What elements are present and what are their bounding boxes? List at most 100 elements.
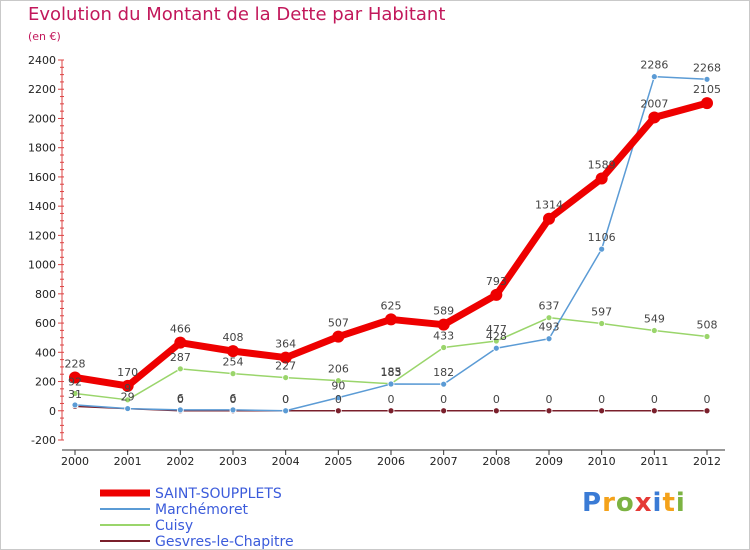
- logo-letter: x: [634, 488, 653, 518]
- data-label: 0: [282, 393, 289, 406]
- data-point: [176, 365, 184, 373]
- data-label: 227: [275, 360, 296, 373]
- data-label: 428: [486, 330, 507, 343]
- data-label: 793: [486, 275, 507, 288]
- x-tick-label: 2009: [535, 455, 563, 468]
- data-point: [69, 371, 81, 384]
- y-tick-label: 2000: [28, 112, 56, 125]
- data-point: [598, 407, 606, 415]
- data-point: [71, 390, 79, 397]
- logo-letter: o: [615, 488, 635, 518]
- data-point: [650, 407, 658, 415]
- x-tick-label: 2012: [693, 455, 721, 468]
- x-tick-label: 2008: [482, 455, 510, 468]
- data-point: [332, 330, 345, 343]
- data-label: 254: [223, 356, 244, 369]
- y-tick-label: 2200: [28, 83, 56, 96]
- data-point: [334, 407, 342, 415]
- data-point: [492, 407, 500, 415]
- x-tick-label: 2010: [588, 455, 616, 468]
- data-label: 170: [117, 366, 138, 379]
- data-point: [437, 318, 450, 331]
- data-label: 597: [591, 306, 612, 319]
- data-label: 0: [230, 393, 237, 406]
- data-label: 625: [381, 299, 402, 312]
- legend-label: Cuisy: [155, 518, 193, 534]
- data-label: 0: [388, 393, 395, 406]
- data-point: [387, 407, 395, 415]
- data-label: 0: [546, 393, 553, 406]
- data-point: [121, 379, 134, 392]
- data-label: 9: [124, 382, 131, 395]
- y-tick-label: 400: [35, 346, 56, 359]
- data-label: 183: [381, 366, 402, 379]
- data-label: 508: [697, 319, 718, 332]
- data-label: 493: [539, 321, 560, 334]
- data-point: [650, 73, 658, 81]
- data-label: 0: [493, 393, 500, 406]
- data-label: 507: [328, 317, 349, 330]
- logo-letter: t: [662, 488, 676, 518]
- data-label: 0: [177, 393, 184, 406]
- data-label: 182: [433, 366, 454, 379]
- series-layer: [69, 73, 713, 415]
- data-label: 1314: [535, 199, 563, 212]
- y-tick-label: 0: [49, 405, 56, 418]
- y-tick-label: -200: [31, 434, 56, 447]
- data-point: [492, 337, 500, 345]
- data-point: [387, 380, 395, 388]
- data-label: 477: [486, 323, 507, 336]
- data-point: [385, 313, 397, 326]
- axes: -200020040060080010001200140016001800200…: [28, 54, 725, 468]
- x-tick-label: 2005: [324, 455, 352, 468]
- data-point: [648, 111, 661, 124]
- data-label: 0: [704, 393, 711, 406]
- data-point: [334, 377, 342, 385]
- x-tick-label: 2011: [640, 455, 668, 468]
- legend: SAINT-SOUPPLETSMarchémoretCuisyGesvres-l…: [100, 486, 294, 550]
- chart-title: Evolution du Montant de la Dette par Hab…: [28, 4, 446, 25]
- data-point: [279, 351, 292, 364]
- data-label: 287: [170, 351, 191, 364]
- data-point: [545, 335, 553, 343]
- data-label: 364: [275, 338, 296, 351]
- data-label: 1589: [588, 159, 616, 172]
- y-tick-label: 1000: [28, 259, 56, 272]
- data-point: [543, 212, 555, 225]
- data-label: 0: [651, 393, 658, 406]
- data-label: 408: [223, 331, 244, 344]
- data-point: [174, 336, 187, 349]
- data-label: 31: [68, 388, 82, 401]
- logo-letter: i: [675, 488, 686, 518]
- logo-letter: P: [582, 488, 603, 518]
- x-tick-label: 2006: [377, 455, 405, 468]
- data-label: 2105: [693, 83, 721, 96]
- data-label: 92: [68, 376, 82, 389]
- x-tick-label: 2003: [219, 455, 247, 468]
- y-tick-label: 200: [35, 376, 56, 389]
- data-label: 0: [598, 393, 605, 406]
- data-label: 0: [440, 393, 447, 406]
- data-label: 549: [644, 313, 665, 326]
- y-tick-label: 1600: [28, 171, 56, 184]
- y-tick-label: 800: [35, 288, 56, 301]
- series-line: [74, 99, 708, 390]
- data-point: [227, 345, 239, 358]
- data-label: 2007: [640, 97, 668, 110]
- y-tick-label: 2400: [28, 54, 56, 67]
- data-label: 228: [65, 357, 86, 370]
- data-point: [440, 380, 448, 388]
- data-label: 29: [121, 391, 135, 404]
- data-label: 589: [433, 305, 454, 318]
- data-point: [701, 97, 713, 110]
- legend-label: Gesvres-le-Chapitre: [155, 534, 294, 550]
- x-tick-label: 2001: [114, 455, 142, 468]
- data-point: [595, 172, 608, 185]
- data-point: [124, 405, 132, 412]
- proxiti-logo: Proxiti: [582, 488, 686, 518]
- legend-label: Marchémoret: [155, 502, 249, 518]
- data-label: 2286: [640, 59, 668, 72]
- x-tick-label: 2000: [61, 455, 89, 468]
- data-point: [490, 288, 503, 301]
- logo-letter: r: [602, 488, 616, 518]
